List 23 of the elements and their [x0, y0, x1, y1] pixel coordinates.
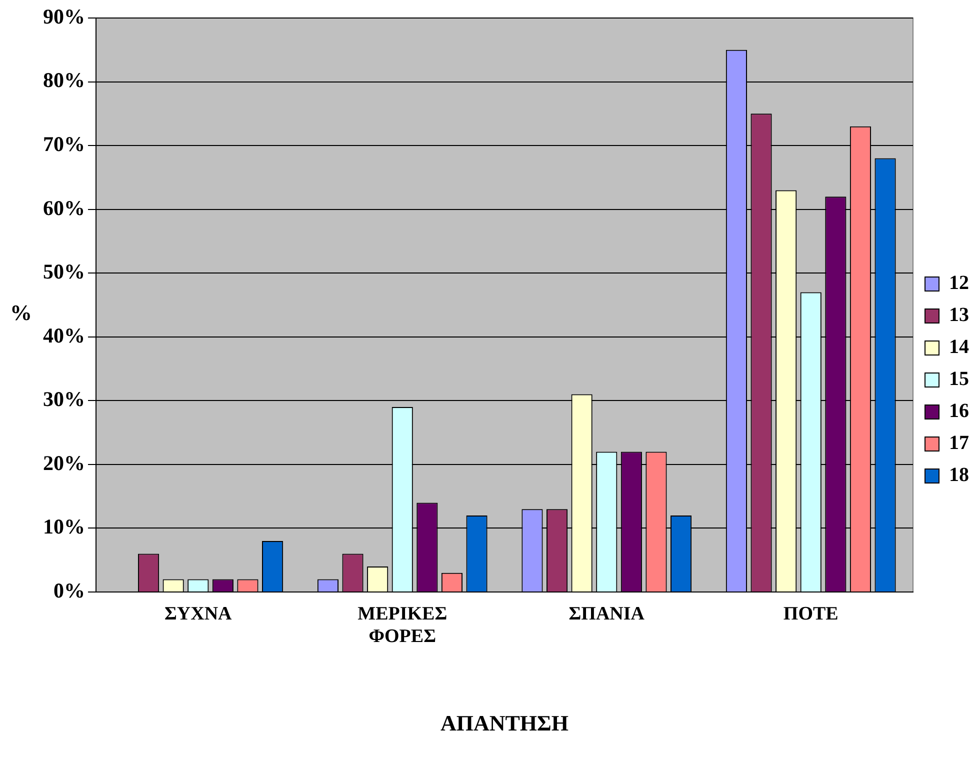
- x-tick-label: ΜΕΡΙΚΕΣ ΦΟΡΕΣ: [358, 603, 448, 648]
- x-tick-label: ΠΟΤΕ: [783, 603, 838, 624]
- y-tick-label: 10%: [43, 514, 85, 539]
- x-axis-title: ΑΠΑΝΤΗΣΗ: [440, 710, 569, 736]
- legend-label: 15: [949, 368, 969, 390]
- legend-label: 17: [949, 432, 969, 454]
- y-tick-label: 0%: [54, 578, 85, 602]
- y-tick-label: 80%: [43, 68, 85, 92]
- y-tick-label: 50%: [43, 260, 85, 284]
- legend-label: 13: [949, 304, 969, 326]
- x-tick-label: ΣΥΧΝΑ: [164, 603, 232, 624]
- y-tick-label: 70%: [43, 132, 85, 156]
- x-tick-label: ΣΠΑΝΙΑ: [568, 603, 645, 624]
- y-tick-label: 60%: [43, 196, 85, 220]
- y-tick-label: 20%: [43, 450, 85, 475]
- legend-label: 18: [949, 464, 969, 486]
- legend-label: 16: [949, 400, 969, 422]
- y-tick-label: 90%: [43, 4, 85, 28]
- legend-label: 12: [949, 272, 969, 294]
- y-tick-label: 40%: [43, 323, 85, 348]
- y-axis-title: %: [10, 300, 32, 326]
- y-tick-label: 30%: [43, 387, 85, 412]
- legend-label: 14: [949, 336, 969, 358]
